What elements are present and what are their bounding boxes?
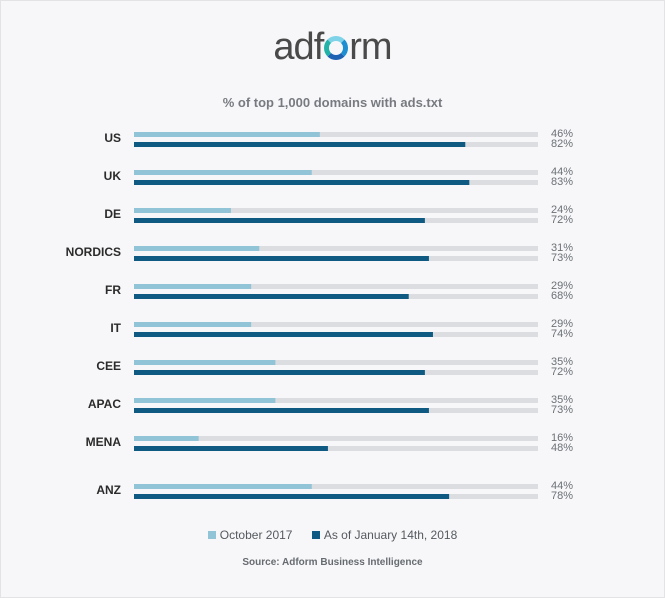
bar-track	[134, 398, 538, 403]
bar-oct	[134, 170, 312, 175]
value-label-jan: 72%	[551, 214, 573, 226]
adform-logo: adf rm	[273, 26, 392, 68]
bar-track	[134, 446, 538, 451]
bar-oct	[134, 436, 199, 441]
bar-jan	[134, 180, 470, 185]
category-label: FR	[105, 283, 121, 297]
bar-jan	[134, 494, 450, 499]
legend-swatch-jan	[311, 531, 320, 539]
legend-item-jan: As of January 14th, 2018	[311, 528, 458, 542]
value-label-oct: 46%	[551, 128, 573, 140]
bar-oct	[134, 208, 231, 213]
value-label-oct: 44%	[551, 166, 573, 178]
bar-jan	[134, 332, 433, 337]
category-label: DE	[104, 207, 121, 221]
bar-oct	[134, 484, 312, 489]
value-label-jan: 72%	[551, 366, 573, 378]
value-label-jan: 74%	[551, 328, 573, 340]
category-label: NORDICS	[66, 245, 121, 259]
value-label-jan: 82%	[551, 138, 573, 150]
bar-oct	[134, 132, 320, 137]
legend-swatch-oct	[207, 531, 216, 539]
category-label: MENA	[86, 435, 122, 449]
value-label-jan: 73%	[551, 252, 573, 264]
bar-jan	[134, 294, 409, 299]
logo-o-icon	[324, 36, 349, 60]
category-label: APAC	[88, 397, 121, 411]
bar-jan	[134, 142, 466, 147]
legend-label-jan: As of January 14th, 2018	[323, 528, 458, 542]
category-label: UK	[104, 169, 122, 183]
value-label-jan: 73%	[551, 404, 573, 416]
value-label-jan: 48%	[551, 442, 573, 454]
bar-jan	[134, 218, 425, 223]
category-label: ANZ	[96, 483, 121, 497]
legend: October 2017 As of January 14th, 2018	[0, 528, 665, 542]
bar-jan	[134, 446, 328, 451]
category-label: US	[104, 131, 121, 145]
bar-track	[134, 436, 538, 441]
bar-track	[134, 322, 538, 327]
value-label-oct: 31%	[551, 242, 573, 254]
bar-jan	[134, 370, 425, 375]
bar-track	[134, 360, 538, 365]
bar-track	[134, 132, 538, 137]
bar-track	[134, 284, 538, 289]
bar-oct	[134, 360, 276, 365]
value-label-jan: 78%	[551, 490, 573, 502]
value-label-oct: 16%	[551, 432, 573, 444]
legend-item-oct: October 2017	[207, 528, 296, 542]
legend-label-oct: October 2017	[219, 528, 293, 542]
bar-oct	[134, 284, 252, 289]
value-label-jan: 68%	[551, 290, 573, 302]
bar-track	[134, 484, 538, 489]
bar-jan	[134, 408, 429, 413]
value-label-jan: 83%	[551, 176, 573, 188]
bar-track	[134, 246, 538, 251]
value-label-oct: 35%	[551, 356, 573, 368]
value-label-oct: 44%	[551, 480, 573, 492]
source-note: Source: Adform Business Intelligence	[242, 557, 423, 568]
chart-title: % of top 1,000 domains with ads.txt	[222, 95, 443, 110]
value-label-oct: 29%	[551, 318, 573, 330]
value-label-oct: 24%	[551, 204, 573, 216]
category-label: IT	[110, 321, 121, 335]
category-label: CEE	[96, 359, 121, 373]
value-label-oct: 29%	[551, 280, 573, 292]
bar-oct	[134, 322, 252, 327]
bar-oct	[134, 246, 260, 251]
bar-track	[134, 170, 538, 175]
bar-jan	[134, 256, 429, 261]
bar-track	[134, 208, 538, 213]
value-label-oct: 35%	[551, 394, 573, 406]
bar-oct	[134, 398, 276, 403]
